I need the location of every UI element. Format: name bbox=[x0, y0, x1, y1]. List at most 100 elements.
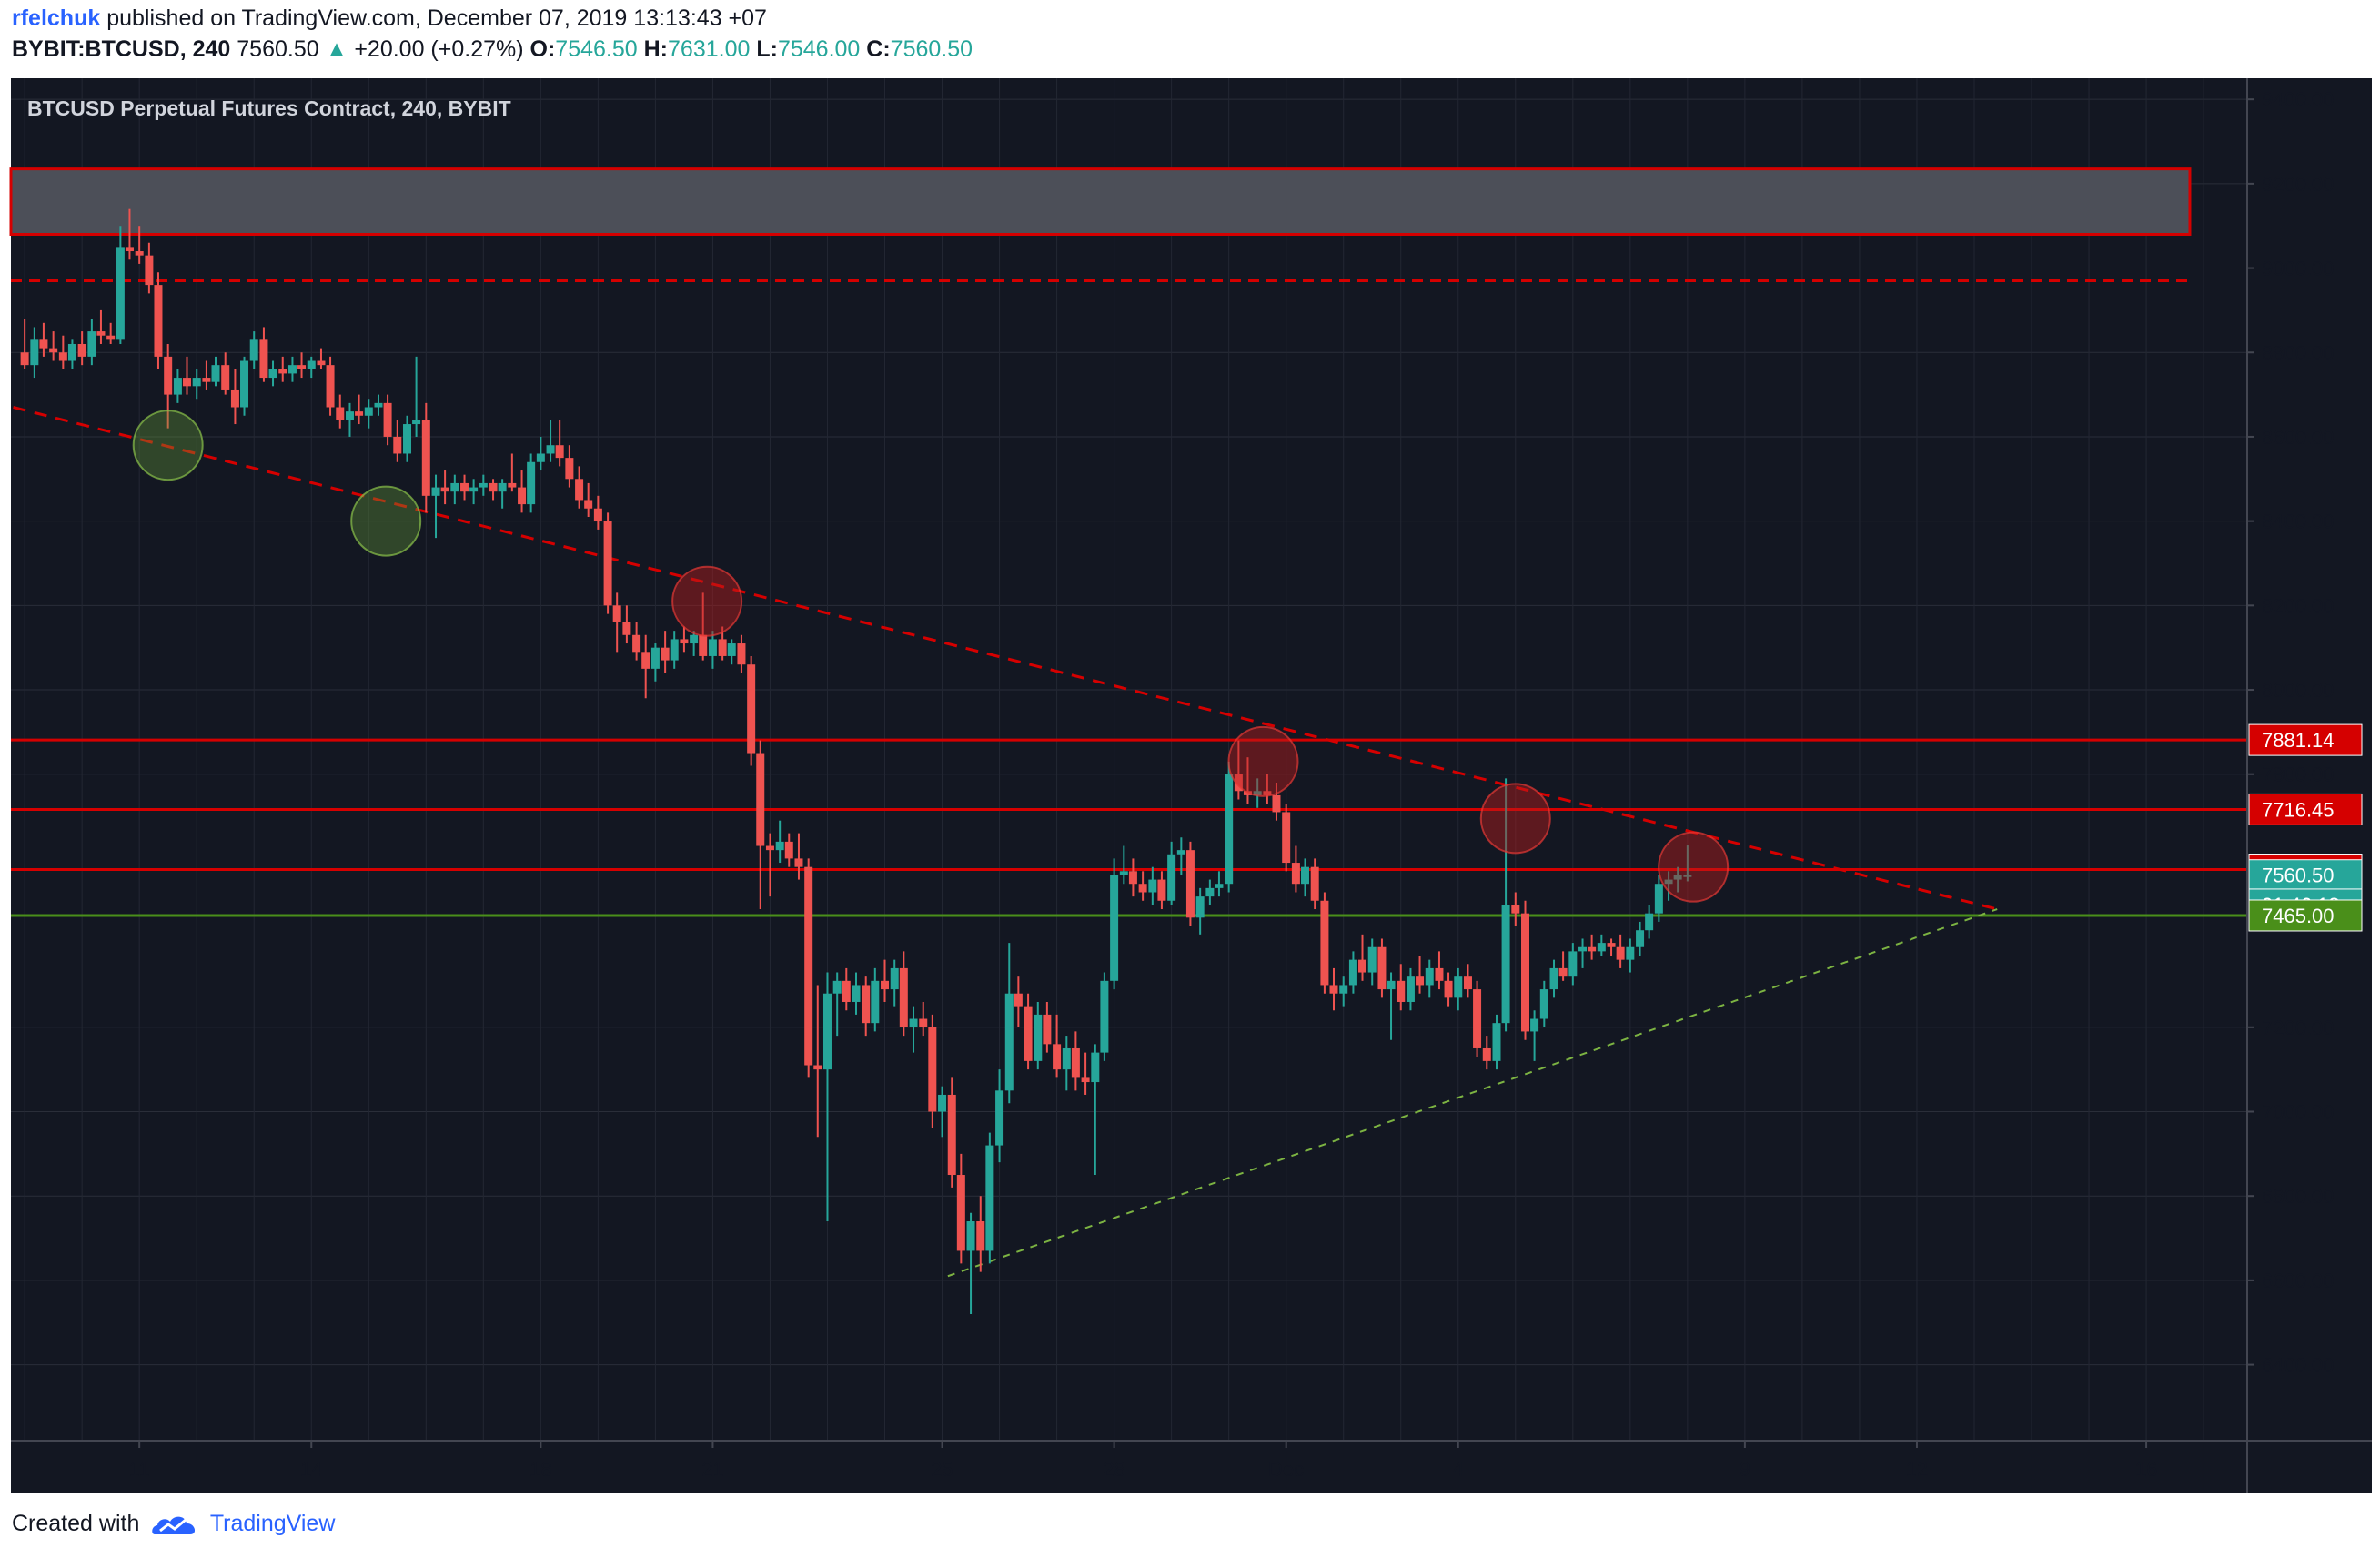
candle-down bbox=[862, 985, 871, 1024]
candle-up bbox=[1110, 875, 1119, 981]
candle-up bbox=[1367, 946, 1377, 973]
candle-down bbox=[622, 622, 631, 635]
resistance-price-text: 7716.45 bbox=[2262, 798, 2335, 821]
author-link[interactable]: rfelchuk bbox=[12, 5, 101, 31]
candle-up bbox=[852, 985, 861, 1002]
candle-down bbox=[1263, 791, 1272, 795]
candle-down bbox=[278, 369, 287, 374]
candle-down bbox=[135, 251, 144, 256]
candle-up bbox=[985, 1145, 994, 1251]
candle-up bbox=[1339, 985, 1348, 994]
candle-down bbox=[1521, 913, 1530, 1032]
low-value: 7546.00 bbox=[777, 36, 861, 62]
candle-down bbox=[680, 639, 689, 644]
candle-up bbox=[822, 993, 832, 1070]
uptrend-trendline bbox=[947, 908, 1998, 1278]
candle-up bbox=[1492, 1023, 1501, 1061]
candle-down bbox=[1053, 1044, 1062, 1070]
tradingview-logo-icon bbox=[152, 1516, 196, 1535]
candle-down bbox=[575, 479, 584, 501]
chart-background bbox=[11, 78, 2372, 1493]
candle-down bbox=[737, 643, 746, 665]
candle-down bbox=[1310, 866, 1319, 901]
candle-down bbox=[230, 390, 239, 408]
candle-down bbox=[125, 247, 134, 252]
candle-down bbox=[1444, 980, 1453, 998]
candle-down bbox=[612, 605, 621, 622]
published-text: published on TradingView.com, December 0… bbox=[106, 5, 767, 31]
candle-up bbox=[1004, 993, 1014, 1091]
candle-down bbox=[1272, 794, 1281, 813]
support-touch-circle bbox=[132, 410, 204, 481]
resistance-price-badge bbox=[2248, 793, 2363, 825]
candle-up bbox=[268, 369, 277, 379]
candle-down bbox=[1588, 946, 1597, 952]
candle-down bbox=[565, 458, 574, 480]
candle-down bbox=[1607, 943, 1616, 947]
candle-up bbox=[1626, 946, 1635, 960]
candle-down bbox=[718, 639, 727, 656]
candle-up bbox=[727, 643, 736, 656]
candle-down bbox=[1558, 967, 1568, 977]
candle-up bbox=[1539, 989, 1548, 1019]
candle-down bbox=[326, 365, 335, 408]
candle-down bbox=[298, 365, 307, 369]
candle-down bbox=[317, 360, 326, 366]
touch-markers bbox=[132, 410, 1730, 903]
candle-down bbox=[259, 339, 268, 379]
candle-up bbox=[527, 461, 536, 505]
tradingview-brand[interactable]: TradingView bbox=[209, 1511, 336, 1536]
candle-down bbox=[202, 378, 211, 382]
candle-down bbox=[58, 352, 67, 361]
candle-up bbox=[871, 980, 880, 1024]
candle-up bbox=[1578, 946, 1588, 952]
resistance-touch-circle bbox=[1658, 831, 1730, 903]
candle-down bbox=[355, 411, 364, 416]
time-tick-label: 9 bbox=[1740, 1458, 1750, 1481]
candle-down bbox=[1014, 993, 1023, 1007]
candle-up bbox=[1100, 980, 1109, 1053]
candle-up bbox=[1300, 866, 1309, 885]
support-price-badge bbox=[2248, 899, 2363, 932]
candle-down bbox=[1358, 959, 1367, 973]
candle-down bbox=[593, 508, 602, 521]
price-tick-label: 7800.00 bbox=[2262, 764, 2335, 786]
candle-down bbox=[1291, 863, 1300, 885]
candle-up bbox=[374, 402, 383, 408]
candle-down bbox=[794, 858, 803, 867]
candle-up bbox=[1501, 905, 1510, 1024]
footer: Created with TradingView bbox=[12, 1511, 335, 1538]
candle-down bbox=[947, 1094, 956, 1176]
price-tick-label: 6600.00 bbox=[2262, 1270, 2335, 1292]
candle-up bbox=[87, 331, 96, 357]
candle-down bbox=[383, 402, 392, 437]
candle-down bbox=[336, 407, 345, 420]
candle-up bbox=[498, 482, 507, 492]
candle-up bbox=[1176, 850, 1185, 855]
price-axis[interactable]: 9400.00 9200.00 9000.00 8800.00 8600.00 8400.… bbox=[2247, 88, 2335, 1377]
candle-down bbox=[1416, 976, 1425, 986]
candle-up bbox=[412, 420, 421, 425]
candle-up bbox=[546, 445, 555, 454]
price-tick-label: 7200.00 bbox=[2262, 1017, 2335, 1039]
candle-down bbox=[508, 482, 517, 488]
close-value: 7560.50 bbox=[890, 36, 973, 62]
horizontal-levels bbox=[11, 278, 2247, 917]
candle-up bbox=[670, 639, 679, 661]
price-tick-label: 6400.00 bbox=[2262, 1354, 2335, 1377]
candle-up bbox=[67, 343, 76, 361]
support-touch-circle bbox=[350, 485, 422, 557]
candle-down bbox=[221, 365, 230, 390]
time-tick-label: 4 bbox=[1453, 1458, 1464, 1481]
publish-info: rfelchuk published on TradingView.com, D… bbox=[12, 5, 767, 32]
candle-up bbox=[1195, 896, 1205, 918]
resistance-price-text: 7881.14 bbox=[2262, 729, 2335, 752]
candle-down bbox=[393, 436, 402, 454]
candle-down bbox=[489, 482, 498, 492]
time-axis[interactable]: 11 14 18 21 25 28 Dec 4 9 12 16 bbox=[129, 1441, 2158, 1481]
candle-up bbox=[364, 407, 373, 416]
candle-down bbox=[899, 967, 908, 1027]
change-up-icon: ▲ bbox=[325, 36, 348, 62]
candle-down bbox=[956, 1175, 965, 1251]
